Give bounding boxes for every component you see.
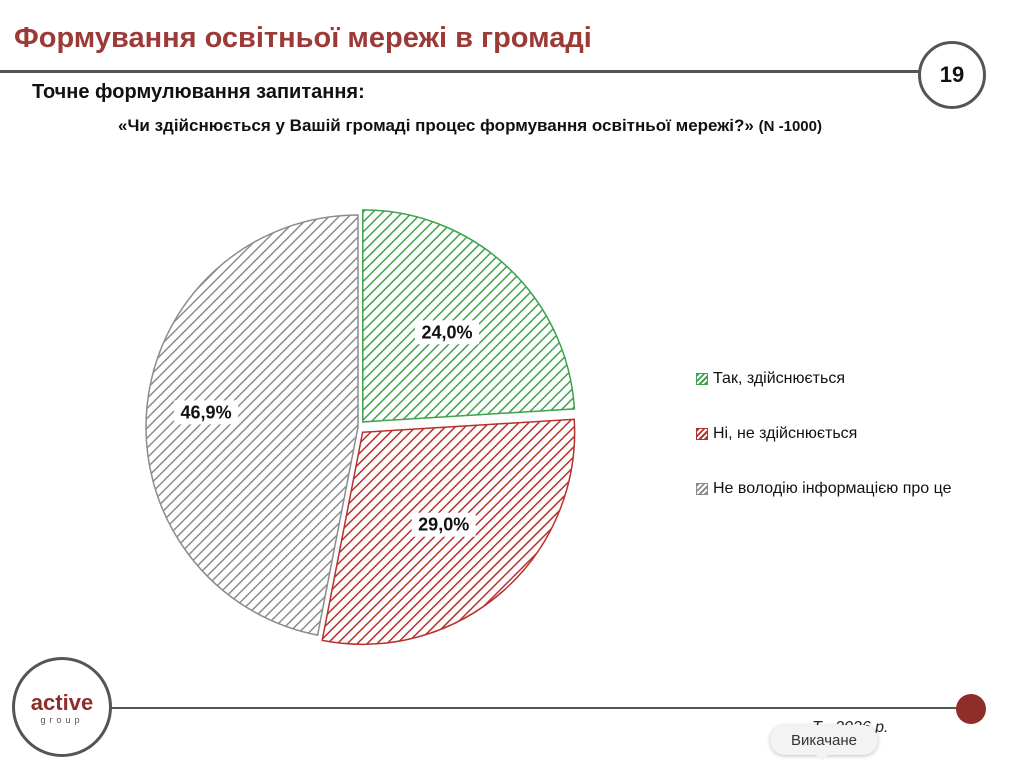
- download-toast: Викачане: [770, 725, 878, 755]
- question-body: «Чи здійснюється у Вашій громаді процес …: [118, 116, 754, 135]
- legend-label: Не володію інформацією про це: [713, 480, 952, 497]
- legend-item-3: Не володію інформацією про це: [696, 480, 952, 498]
- subtitle: Точне формулювання запитання:: [32, 81, 365, 103]
- legend-item-2: Ні, не здійснюється: [696, 425, 857, 443]
- logo-word: active: [30, 690, 94, 715]
- slice-label-1: 24,0%: [422, 322, 473, 342]
- active-group-logo: active group: [12, 657, 112, 757]
- question-text: «Чи здійснюється у Вашій громаді процес …: [118, 116, 822, 136]
- legend-item-1: Так, здійснюється: [696, 370, 845, 388]
- bottom-divider: [105, 707, 967, 709]
- legend-swatch: [696, 483, 708, 495]
- legend-swatch: [696, 428, 708, 440]
- pie-slice-3: [145, 214, 359, 636]
- legend-swatch: [696, 373, 708, 385]
- slice-label-3: 46,9%: [181, 402, 232, 422]
- logo-sub: group: [40, 715, 84, 725]
- sample-size: (N -1000): [758, 118, 822, 135]
- slice-label-bg-2: [411, 512, 476, 537]
- slice-label-bg-3: [174, 400, 239, 425]
- slice-label-2: 29,0%: [418, 515, 469, 535]
- top-divider: [0, 70, 922, 73]
- legend-label: Ні, не здійснюється: [713, 425, 858, 442]
- decorative-dot: [956, 694, 986, 724]
- slice-label-bg-1: [415, 320, 480, 345]
- legend-label: Так, здійснюється: [713, 370, 845, 387]
- toast-tail: [815, 754, 829, 761]
- page-number-badge: 19: [918, 41, 986, 109]
- pie-slice-1: [362, 209, 576, 423]
- slide-title: Формування освітньої мережі в громаді: [14, 22, 592, 54]
